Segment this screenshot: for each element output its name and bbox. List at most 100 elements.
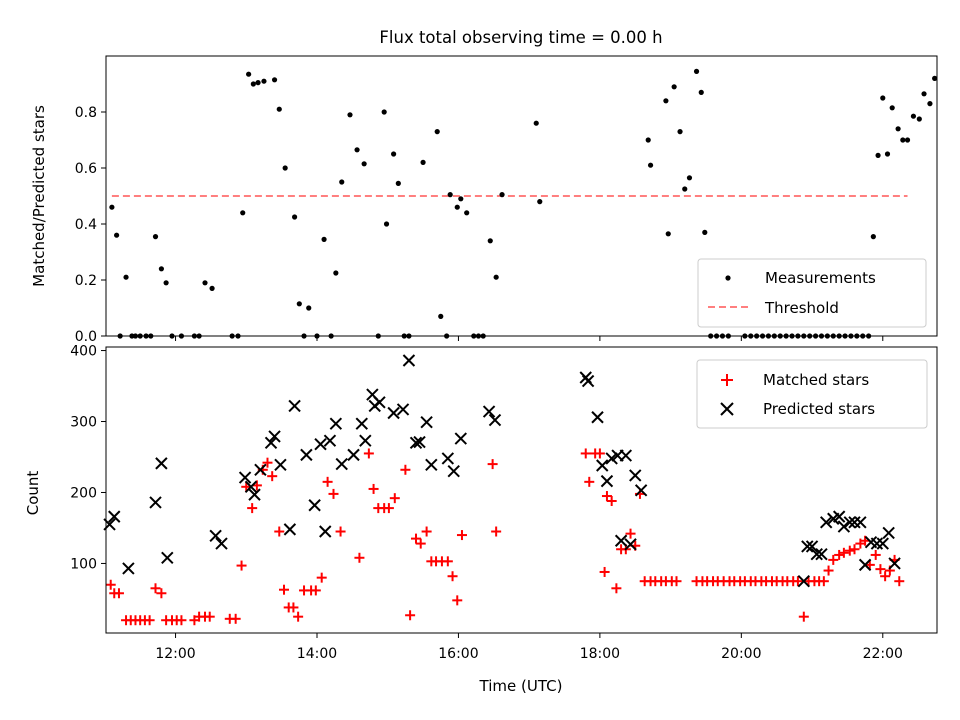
measurement-point [698, 89, 704, 95]
measurement-point [454, 204, 460, 210]
measurement-point [240, 210, 246, 216]
predicted-star-point [238, 471, 252, 484]
predicted-star-point [634, 484, 648, 497]
measurement-point [493, 274, 499, 280]
measurement-point [499, 192, 505, 198]
matched-star-point [150, 583, 161, 594]
matched-star-point [204, 611, 215, 622]
predicted-star-point [882, 526, 895, 540]
measurement-point [114, 232, 120, 238]
bottom-xtick-label: 22:00 [863, 646, 903, 662]
x-axis-label: Time (UTC) [479, 677, 563, 695]
legend-measurements-marker [725, 275, 731, 281]
top-axes-frame [105, 55, 938, 337]
matched-star-point [354, 552, 365, 563]
measurement-point [381, 109, 387, 115]
measurement-point [487, 238, 493, 244]
matched-star-point [405, 610, 416, 621]
measurement-point [391, 151, 397, 157]
measurement-point [663, 98, 669, 104]
predicted-star-point [810, 548, 823, 561]
matched-star-point [894, 576, 905, 587]
measurement-point [306, 305, 312, 311]
measurement-point [333, 270, 339, 276]
measurement-point [383, 221, 390, 227]
predicted-star-point [797, 574, 811, 588]
predicted-star-point [596, 459, 609, 472]
predicted-star-point [359, 434, 372, 447]
measurement-point [202, 280, 208, 286]
predicted-star-point [347, 448, 360, 462]
matched-star-point [849, 544, 860, 555]
predicted-star-point [420, 416, 433, 429]
measurement-point [875, 152, 881, 158]
measurement-point [250, 81, 256, 87]
matched-star-point [415, 538, 426, 549]
measurement-point [671, 84, 677, 90]
bottom-marks [103, 354, 905, 626]
bottom-xtick-label: 18:00 [580, 646, 620, 662]
measurement-point [296, 301, 302, 307]
matched-star-point [144, 615, 155, 626]
measurement-point [916, 116, 922, 122]
top-legend-box [697, 258, 927, 328]
matched-star-point [599, 566, 610, 577]
legend-predicted-label: Predicted stars [763, 400, 875, 418]
measurement-point [533, 120, 539, 126]
measurement-point [158, 266, 164, 272]
matched-star-point [383, 503, 394, 514]
predicted-star-point [122, 562, 135, 575]
matched-star-point [421, 526, 432, 537]
measurement-point [321, 236, 327, 242]
matched-star-point [278, 584, 289, 595]
legend-matched-marker [721, 374, 733, 386]
measurement-point [255, 80, 261, 86]
predicted-star-point [319, 525, 332, 538]
measurement-point [686, 175, 693, 181]
measurement-point [910, 113, 917, 119]
measurement-point [932, 75, 938, 81]
measurement-point [246, 71, 252, 77]
bottom-legend-box [696, 359, 928, 429]
predicted-star-point [329, 417, 343, 430]
matched-star-point [870, 549, 881, 560]
matched-star-point [293, 611, 304, 622]
bottom-xtick-label: 16:00 [438, 646, 478, 662]
legend-predicted-marker [720, 402, 734, 416]
predicted-star-point [805, 540, 819, 553]
measurement-point [282, 165, 288, 171]
bottom-ylabel: Count [24, 471, 42, 516]
measurement-point [271, 77, 278, 83]
predicted-star-point [815, 548, 828, 561]
predicted-star-point [454, 432, 468, 445]
measurement-point [361, 161, 367, 167]
bottom-xtick-label: 14:00 [297, 646, 337, 662]
matched-star-point [594, 448, 605, 459]
matched-star-point [625, 528, 636, 539]
predicted-star-point [274, 458, 287, 472]
bottom-panel: 100 200 300 400 12:00 14:00 16:00 18:00 20:00 22:… [24, 344, 938, 695]
predicted-star-point [335, 457, 348, 471]
predicted-star-point [355, 417, 368, 430]
matched-star-point [328, 488, 339, 499]
predicted-star-point [283, 523, 297, 536]
matched-star-point [363, 448, 374, 459]
predicted-star-point [888, 557, 901, 570]
matched-star-point [580, 448, 591, 459]
matched-star-point [368, 483, 379, 494]
predicted-star-point [264, 436, 278, 450]
matched-star-point [176, 615, 187, 626]
matched-star-point [262, 457, 273, 468]
matched-star-point [442, 556, 453, 567]
measurement-point [261, 78, 267, 84]
predicted-star-point [425, 458, 438, 472]
measurement-point [880, 95, 886, 101]
matched-star-point [491, 526, 502, 537]
matched-star-point [452, 595, 463, 606]
top-ytick-label: 0.6 [75, 161, 97, 177]
bottom-xtick-label: 12:00 [155, 646, 195, 662]
measurement-point [438, 313, 444, 319]
matched-star-point [310, 585, 321, 596]
measurement-point [434, 129, 440, 135]
matched-star-point [230, 613, 241, 624]
